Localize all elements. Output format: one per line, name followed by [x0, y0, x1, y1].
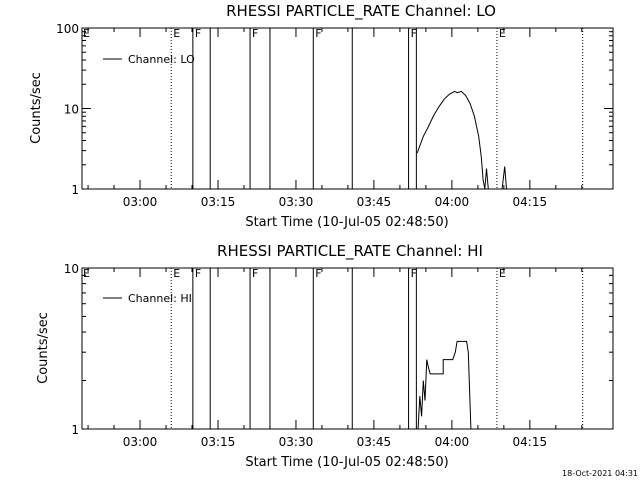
- lo-eclipse-flag-label: E: [499, 27, 506, 40]
- lo-flag-label: F: [195, 27, 201, 40]
- lo-y-tick-label: 10: [64, 103, 79, 117]
- lo-x-axis: 03:00 03:15 03:30 03:45 04:00 04:15: [87, 28, 583, 209]
- hi-series: [417, 340, 472, 430]
- hi-eclipse-flag-label: E: [173, 267, 180, 280]
- lo-channel-panel: RHESSI PARTICLE_RATE Channel: LO E E E F F F F…: [29, 2, 614, 230]
- lo-y-tick-label: 100: [56, 22, 79, 36]
- lo-legend: Channel: LO: [103, 53, 195, 66]
- hi-x-tick-label: 04:15: [513, 435, 548, 449]
- generation-timestamp: 18-Oct-2021 04:31: [562, 469, 638, 478]
- hi-flag-label: F: [315, 267, 321, 280]
- hi-flag-label: F: [195, 267, 201, 280]
- lo-y-axis: 1 10 100: [56, 22, 613, 197]
- hi-x-tick-label: 04:00: [435, 435, 470, 449]
- lo-x-tick-label: 03:15: [201, 195, 236, 209]
- lo-y-tick-label: 1: [71, 183, 79, 197]
- hi-flag-label: F: [411, 267, 417, 280]
- hi-eclipse-edge-label: E: [83, 267, 90, 280]
- hi-y-tick-label: 10: [64, 262, 79, 276]
- lo-x-tick-label: 04:15: [513, 195, 548, 209]
- hi-x-tick-label: 03:30: [279, 435, 314, 449]
- lo-flag-label: F: [252, 27, 258, 40]
- lo-x-tick-label: 04:00: [435, 195, 470, 209]
- lo-x-tick-label: 03:45: [357, 195, 392, 209]
- hi-x-axis-title: Start Time (10-Jul-05 02:48:50): [245, 455, 448, 470]
- hi-eclipse-flag-label: E: [499, 267, 506, 280]
- lo-flag-label: F: [411, 27, 417, 40]
- hi-y-axis-title: Counts/sec: [36, 312, 51, 384]
- lo-x-axis-title: Start Time (10-Jul-05 02:48:50): [245, 215, 448, 230]
- hi-y-axis: 1 10: [64, 262, 613, 437]
- hi-series-line: [417, 340, 472, 430]
- lo-eclipse-flag-label: E: [173, 27, 180, 40]
- hi-chart-title: RHESSI PARTICLE_RATE Channel: HI: [217, 242, 483, 261]
- hi-x-tick-label: 03:45: [357, 435, 392, 449]
- hi-x-tick-label: 03:00: [123, 435, 158, 449]
- lo-series: [416, 90, 507, 190]
- lo-y-axis-title: Counts/sec: [29, 72, 44, 144]
- hi-legend: Channel: HI: [103, 292, 192, 305]
- hi-legend-label: Channel: HI: [128, 292, 192, 305]
- lo-flag-lines: E EE F F F F: [83, 27, 584, 189]
- lo-legend-label: Channel: LO: [128, 53, 195, 66]
- hi-x-tick-label: 03:15: [201, 435, 236, 449]
- lo-eclipse-edge-label: E: [83, 27, 90, 40]
- hi-channel-panel: RHESSI PARTICLE_RATE Channel: HI E E E F F F F…: [36, 242, 614, 470]
- lo-flag-label: F: [315, 27, 321, 40]
- lo-series-line: [484, 168, 489, 190]
- lo-x-tick-label: 03:30: [279, 195, 314, 209]
- hi-y-tick-label: 1: [71, 423, 79, 437]
- hi-x-axis: 03:00 03:15 03:30 03:45 04:00 04:15: [87, 268, 583, 449]
- lo-x-tick-label: 03:00: [123, 195, 158, 209]
- hi-flag-lines: E EE F F F F: [83, 267, 584, 429]
- lo-series-line: [416, 90, 486, 190]
- lo-chart-title: RHESSI PARTICLE_RATE Channel: LO: [226, 2, 496, 21]
- hi-flag-label: F: [252, 267, 258, 280]
- lo-series-line: [501, 166, 507, 190]
